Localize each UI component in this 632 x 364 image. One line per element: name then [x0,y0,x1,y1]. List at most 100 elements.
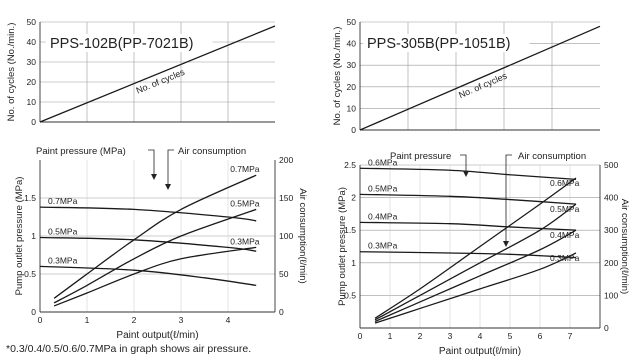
series-label: 0.6MPa [550,178,580,188]
series-line [53,246,257,307]
y-tick-label: 1.5 [24,193,36,203]
y2-tick-label: 500 [604,160,618,170]
series-line [359,193,577,205]
series-label: 0.7MPa [48,196,78,206]
y-axis-label: No. of cycles (No./min.) [6,23,17,122]
series-label: 0.4MPa [368,211,398,221]
y-tick-label: 10 [347,103,357,113]
y2-tick-label: 0 [279,307,284,317]
x-tick-label: 6 [538,331,543,341]
y-tick-label: 0 [351,125,356,135]
y-tick-label: 40 [347,39,357,49]
x-axis-label: Paint output(ℓ/min) [116,330,198,341]
x-tick-label: 0 [358,331,363,341]
y-tick-label: 50 [27,17,37,27]
series-label: 0.5MPa [368,183,398,193]
series-line [39,206,257,222]
series-line [39,25,276,123]
y2-tick-label: 200 [604,258,618,268]
y-axis-label: Pump outlet pressure (MPa) [337,187,348,306]
y2-tick-label: 100 [279,231,293,241]
series-label: 0.5MPa [550,204,580,214]
y-tick-label: 40 [27,37,37,47]
y2-tick-label: 150 [279,193,293,203]
x-tick-label: 2 [132,315,137,325]
y2-tick-label: 0 [604,323,609,333]
annotation-arrow [460,154,467,175]
y-tick-label: 30 [27,57,37,67]
chart-title: PPS-102B(PP-7021B) [50,36,193,52]
y-axis-label: No. of cycles (No./min.) [332,27,343,126]
x-tick-label: 1 [388,331,393,341]
x-tick-label: 7 [568,331,573,341]
series-label: 0.4MPa [550,230,580,240]
y2-tick-label: 100 [604,290,618,300]
x-axis-label: Paint output(ℓ/min) [439,346,521,357]
series-line [374,252,577,324]
arrow-head [151,174,157,180]
y2-axis-label: Air consumption(ℓ/min) [619,199,630,294]
title-backdrop [363,34,530,52]
annotation-air-consumption: Air consumption [518,151,586,162]
series-label: 0.3MPa [368,241,398,251]
series-line [39,265,257,287]
series-label: 0.5MPa [230,198,260,208]
y-tick-label: 0 [31,117,36,127]
y-tick-label: 2 [351,193,356,203]
x-tick-label: 5 [508,331,513,341]
series-line [359,251,577,259]
y2-tick-label: 50 [279,269,289,279]
x-tick-label: 3 [448,331,453,341]
series-line [53,208,257,304]
y-axis-label: Pump outlet pressure (MPa) [14,177,25,296]
y-tick-label: 0.5 [24,269,36,279]
series-line [359,167,577,180]
series-line [359,25,601,131]
annotation-paint-pressure: Paint pressure [390,151,451,162]
x-tick-label: 4 [226,315,231,325]
y-tick-label: 0 [31,307,36,317]
x-tick-label: 0 [38,315,43,325]
series-line [53,174,257,299]
series-line [374,229,577,323]
series-label: 0.6MPa [368,157,398,167]
series-label: 0.3MPa [550,253,580,263]
series-label: 0.5MPa [48,227,78,237]
y-tick-label: 50 [347,17,357,27]
series-label: 0.3MPa [48,255,78,265]
series-line [374,177,577,319]
annotation-arrow [148,149,155,178]
y-tick-label: 1.5 [344,225,356,235]
title-backdrop [46,34,213,52]
y2-axis-label: Air consumption(ℓ/min) [297,188,308,283]
y-tick-label: 20 [27,77,37,87]
x-tick-label: 1 [85,315,90,325]
series-line [39,236,257,252]
series-label: No. of cycles [135,67,187,96]
y-tick-label: 1 [31,231,36,241]
series-label: 0.3MPa [230,236,260,246]
annotation-air-consumption: Air consumption [178,146,246,157]
y2-tick-label: 400 [604,193,618,203]
y-tick-label: 1 [351,258,356,268]
arrow-head [463,171,469,177]
y-tick-label: 10 [27,97,37,107]
series-line [359,221,577,231]
x-tick-label: 2 [418,331,423,341]
series-label: 0.7MPa [230,164,260,174]
annotation-arrow [505,154,512,245]
arrow-head [503,241,509,247]
y-tick-label: 0.5 [344,290,356,300]
footnote: *0.3/0.4/0.5/0.6/0.7MPa in graph shows a… [6,343,252,355]
chart-title: PPS-305B(PP-1051B) [367,36,510,52]
annotation-paint-pressure: Paint pressure (MPa) [36,146,126,157]
x-tick-label: 4 [478,331,483,341]
y2-tick-label: 300 [604,225,618,235]
series-line [374,203,577,321]
y2-tick-label: 200 [279,155,293,165]
annotation-arrow [167,149,174,188]
y-tick-label: 2.5 [344,160,356,170]
arrow-head [165,184,171,190]
y-tick-label: 30 [347,60,357,70]
